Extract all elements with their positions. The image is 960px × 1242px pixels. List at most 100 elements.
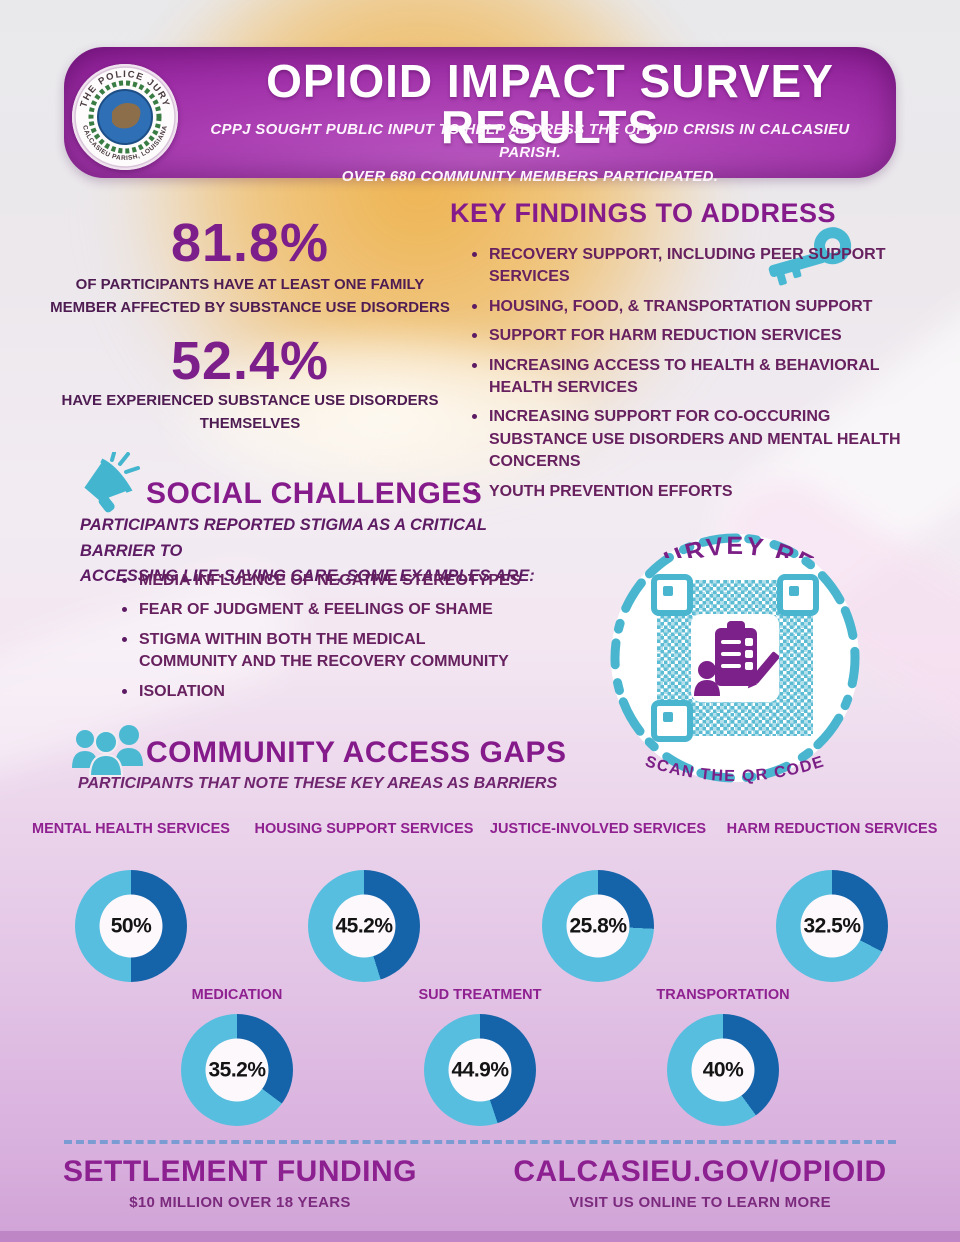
gap-harm-reduction: HARM REDUCTION SERVICES 32.5% xyxy=(717,818,947,982)
list-item: MEDIA INFLUENCE OF NEGATIVE STEREOTYPES xyxy=(122,570,522,592)
donut-value: 40% xyxy=(691,1038,755,1102)
settlement-funding-title: SETTLEMENT FUNDING xyxy=(63,1155,417,1188)
donut-chart: 45.2% xyxy=(308,870,420,982)
gap-transportation: TRANSPORTATION 40% xyxy=(608,984,838,1126)
subtitle-line-1: CPPJ SOUGHT PUBLIC INPUT TO HELP ADDRESS… xyxy=(210,121,850,162)
stat-family-affected-caption: OF PARTICIPANTS HAVE AT LEAST ONE FAMILY… xyxy=(50,276,450,316)
bullet-icon xyxy=(472,252,477,257)
qr-finder-icon xyxy=(777,574,819,616)
donut-label: SUD TREATMENT xyxy=(418,987,542,1003)
qr-caption-arc: SCAN THE QR CODE xyxy=(643,756,827,785)
intro-line-1: PARTICIPANTS REPORTED STIGMA AS A CRITIC… xyxy=(80,516,487,560)
donut-value: 25.8% xyxy=(566,894,630,958)
subtitle-line-2: OVER 680 COMMUNITY MEMBERS PARTICIPATED. xyxy=(341,167,719,185)
bullet-icon xyxy=(122,688,127,694)
key-findings-list: RECOVERY SUPPORT, INCLUDING PEER SUPPORT… xyxy=(472,244,902,510)
header-banner xyxy=(64,47,896,178)
social-challenges-list: MEDIA INFLUENCE OF NEGATIVE STEREOTYPES … xyxy=(122,570,522,710)
donut-chart: 50% xyxy=(75,870,187,982)
qr-finder-icon xyxy=(651,574,693,616)
qr-arc-title: VIEW SURVEY RESULTS xyxy=(585,532,885,558)
dashed-divider xyxy=(64,1140,896,1144)
settlement-funding-subtitle: $10 MILLION OVER 18 YEARS xyxy=(129,1194,351,1211)
people-group-icon xyxy=(70,722,144,780)
police-jury-seal: THE POLICE JURY CALCASIEU PARISH, LOUISI… xyxy=(72,64,178,170)
donut-chart: 25.8% xyxy=(542,870,654,982)
bullet-icon xyxy=(472,362,477,368)
list-item-text: YOUTH PREVENTION EFFORTS xyxy=(489,482,733,500)
donut-label: TRANSPORTATION xyxy=(656,987,790,1003)
donut-value: 44.9% xyxy=(448,1038,512,1102)
qr-finder-icon xyxy=(651,700,693,742)
seal-graphic: THE POLICE JURY CALCASIEU PARISH, LOUISI… xyxy=(74,66,176,168)
gap-medication: MEDICATION 35.2% xyxy=(122,984,352,1126)
website-url[interactable]: CALCASIEU.GOV/OPIOID xyxy=(513,1155,887,1188)
list-item-text: RECOVERY SUPPORT, INCLUDING PEER SUPPORT… xyxy=(489,246,886,286)
list-item: INCREASING SUPPORT FOR CO-OCCURING SUBST… xyxy=(472,406,902,473)
donut-value: 35.2% xyxy=(205,1038,269,1102)
list-item-text: MEDIA INFLUENCE OF NEGATIVE STEREOTYPES xyxy=(139,572,521,589)
list-item: YOUTH PREVENTION EFFORTS xyxy=(472,481,902,503)
intro-line-2: ACCESSING LIFE-SAVING CARE, SOME EXAMPLE… xyxy=(80,567,535,586)
list-item: SUPPORT FOR HARM REDUCTION SERVICES xyxy=(472,325,902,347)
bullet-icon xyxy=(472,303,477,309)
stat-family-affected-value: 81.8% xyxy=(170,213,330,273)
social-challenges-intro: PARTICIPANTS REPORTED STIGMA AS A CRITIC… xyxy=(80,513,550,590)
donut-chart: 32.5% xyxy=(776,870,888,982)
list-item-text: FEAR OF JUDGMENT & FEELINGS OF SHAME xyxy=(139,601,493,619)
donut-label: MEDICATION xyxy=(191,987,283,1003)
list-item: RECOVERY SUPPORT, INCLUDING PEER SUPPORT… xyxy=(472,244,902,289)
list-item-text: ISOLATION xyxy=(139,682,225,700)
list-item: FEAR OF JUDGMENT & FEELINGS OF SHAME xyxy=(122,599,522,621)
bullet-icon xyxy=(472,488,477,494)
bullet-icon xyxy=(122,578,127,583)
donut-value: 32.5% xyxy=(800,894,864,958)
page-title: OPIOID IMPACT SURVEY RESULTS xyxy=(266,55,834,153)
list-item-text: INCREASING SUPPORT FOR CO-OCCURING SUBST… xyxy=(489,408,901,471)
bottle-label-background xyxy=(170,330,600,500)
donut-chart: 35.2% xyxy=(181,1014,293,1126)
qr-arc-text: VIEW SURVEY RESULTS xyxy=(585,532,885,558)
donut-label: HOUSING SUPPORT SERVICES xyxy=(254,821,474,837)
list-item-text: STIGMA WITHIN BOTH THE MEDICAL COMMUNITY… xyxy=(139,630,509,671)
donut-chart: 40% xyxy=(667,1014,779,1126)
bottom-strip xyxy=(0,1231,960,1242)
list-item: STIGMA WITHIN BOTH THE MEDICAL COMMUNITY… xyxy=(122,629,522,674)
bullet-icon xyxy=(472,414,477,420)
list-item-text: HOUSING, FOOD, & TRANSPORTATION SUPPORT xyxy=(489,297,873,315)
qr-block: VIEW SURVEY RESULTS SCAN THE QR CODE xyxy=(585,488,885,833)
list-item-text: INCREASING ACCESS TO HEALTH & BEHAVIORAL… xyxy=(489,356,880,396)
bullet-icon xyxy=(472,333,477,339)
qr-center-logo xyxy=(691,614,780,702)
donut-label: JUSTICE-INVOLVED SERVICES xyxy=(489,821,707,837)
list-item: HOUSING, FOOD, & TRANSPORTATION SUPPORT xyxy=(472,296,902,318)
donut-chart: 44.9% xyxy=(424,1014,536,1126)
list-item: INCREASING ACCESS TO HEALTH & BEHAVIORAL… xyxy=(472,355,902,400)
gap-housing-support: HOUSING SUPPORT SERVICES 45.2% xyxy=(249,818,479,982)
website-caption: VISIT US ONLINE TO LEARN MORE xyxy=(569,1194,831,1211)
key-icon xyxy=(762,226,862,296)
bullet-icon xyxy=(122,636,127,642)
stat-experienced-value: 52.4% xyxy=(170,331,330,391)
qr-caption-text: SCAN THE QR CODE xyxy=(643,756,825,785)
bullet-icon xyxy=(122,607,127,613)
svg-text:VIEW SURVEY RESULTS: VIEW SURVEY RESULTS xyxy=(585,532,885,558)
gap-mental-health: MENTAL HEALTH SERVICES 50% xyxy=(16,818,246,982)
gap-sud-treatment: SUD TREATMENT 44.9% xyxy=(365,984,595,1126)
megaphone-icon xyxy=(76,451,142,514)
key-findings-title: KEY FINDINGS TO ADDRESS xyxy=(450,198,837,228)
list-item-text: SUPPORT FOR HARM REDUCTION SERVICES xyxy=(489,327,842,345)
list-item: ISOLATION xyxy=(122,681,522,703)
donut-label: MENTAL HEALTH SERVICES xyxy=(32,821,230,837)
gap-justice-involved: JUSTICE-INVOLVED SERVICES 25.8% xyxy=(483,818,713,982)
svg-text:SCAN THE QR CODE: SCAN THE QR CODE xyxy=(643,756,827,785)
donut-value: 45.2% xyxy=(332,894,396,958)
social-challenges-title: SOCIAL CHALLENGES xyxy=(146,477,483,510)
community-access-gaps-title: COMMUNITY ACCESS GAPS xyxy=(146,736,567,769)
donut-value: 50% xyxy=(99,894,163,958)
community-access-gaps-subtitle: PARTICIPANTS THAT NOTE THESE KEY AREAS A… xyxy=(78,775,558,792)
page-subtitle: CPPJ SOUGHT PUBLIC INPUT TO HELP ADDRESS… xyxy=(180,118,880,188)
donut-label: HARM REDUCTION SERVICES xyxy=(726,821,938,837)
stat-experienced-caption: HAVE EXPERIENCED SUBSTANCE USE DISORDERS… xyxy=(61,392,439,432)
